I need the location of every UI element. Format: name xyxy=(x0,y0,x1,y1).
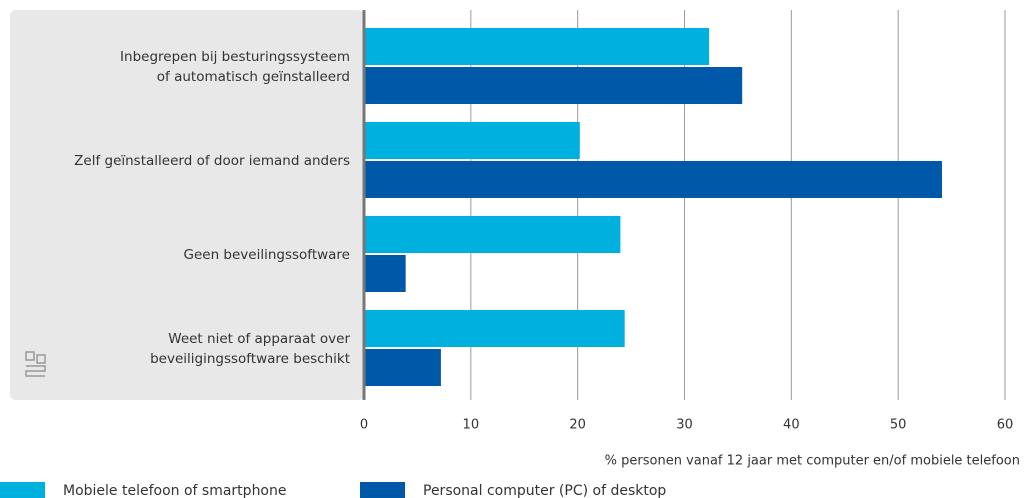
x-tick-label: 40 xyxy=(783,418,800,433)
y-tick-label: Zelf geïnstalleerd of door iemand anders xyxy=(74,153,350,169)
bar xyxy=(364,216,621,253)
label-panel xyxy=(10,10,364,400)
logo xyxy=(25,351,46,377)
y-tick-label: Inbegrepen bij besturingssysteem of auto… xyxy=(120,49,350,85)
y-tick-label: Weet niet of apparaat over beveiligingss… xyxy=(150,331,350,367)
x-tick-label: 60 xyxy=(997,418,1014,433)
x-tick-label: 30 xyxy=(676,418,693,433)
x-tick-label: 0 xyxy=(360,418,368,433)
legend-swatch xyxy=(360,482,405,498)
x-tick-label: 50 xyxy=(890,418,907,433)
legend-label: Personal computer (PC) of desktop xyxy=(423,483,666,498)
legend-swatch xyxy=(0,482,45,498)
bar xyxy=(364,255,406,292)
x-tick-label: 20 xyxy=(569,418,586,433)
bar xyxy=(364,161,942,198)
bar xyxy=(364,67,743,104)
legend-label: Mobiele telefoon of smartphone xyxy=(63,483,287,498)
bar xyxy=(364,28,710,65)
x-axis-label: % personen vanaf 12 jaar met computer en… xyxy=(605,454,1020,469)
bar xyxy=(364,122,580,159)
bar xyxy=(364,349,441,386)
y-tick-label: Geen beveilingssoftware xyxy=(183,247,350,263)
bar xyxy=(364,310,625,347)
x-tick-label: 10 xyxy=(463,418,480,433)
